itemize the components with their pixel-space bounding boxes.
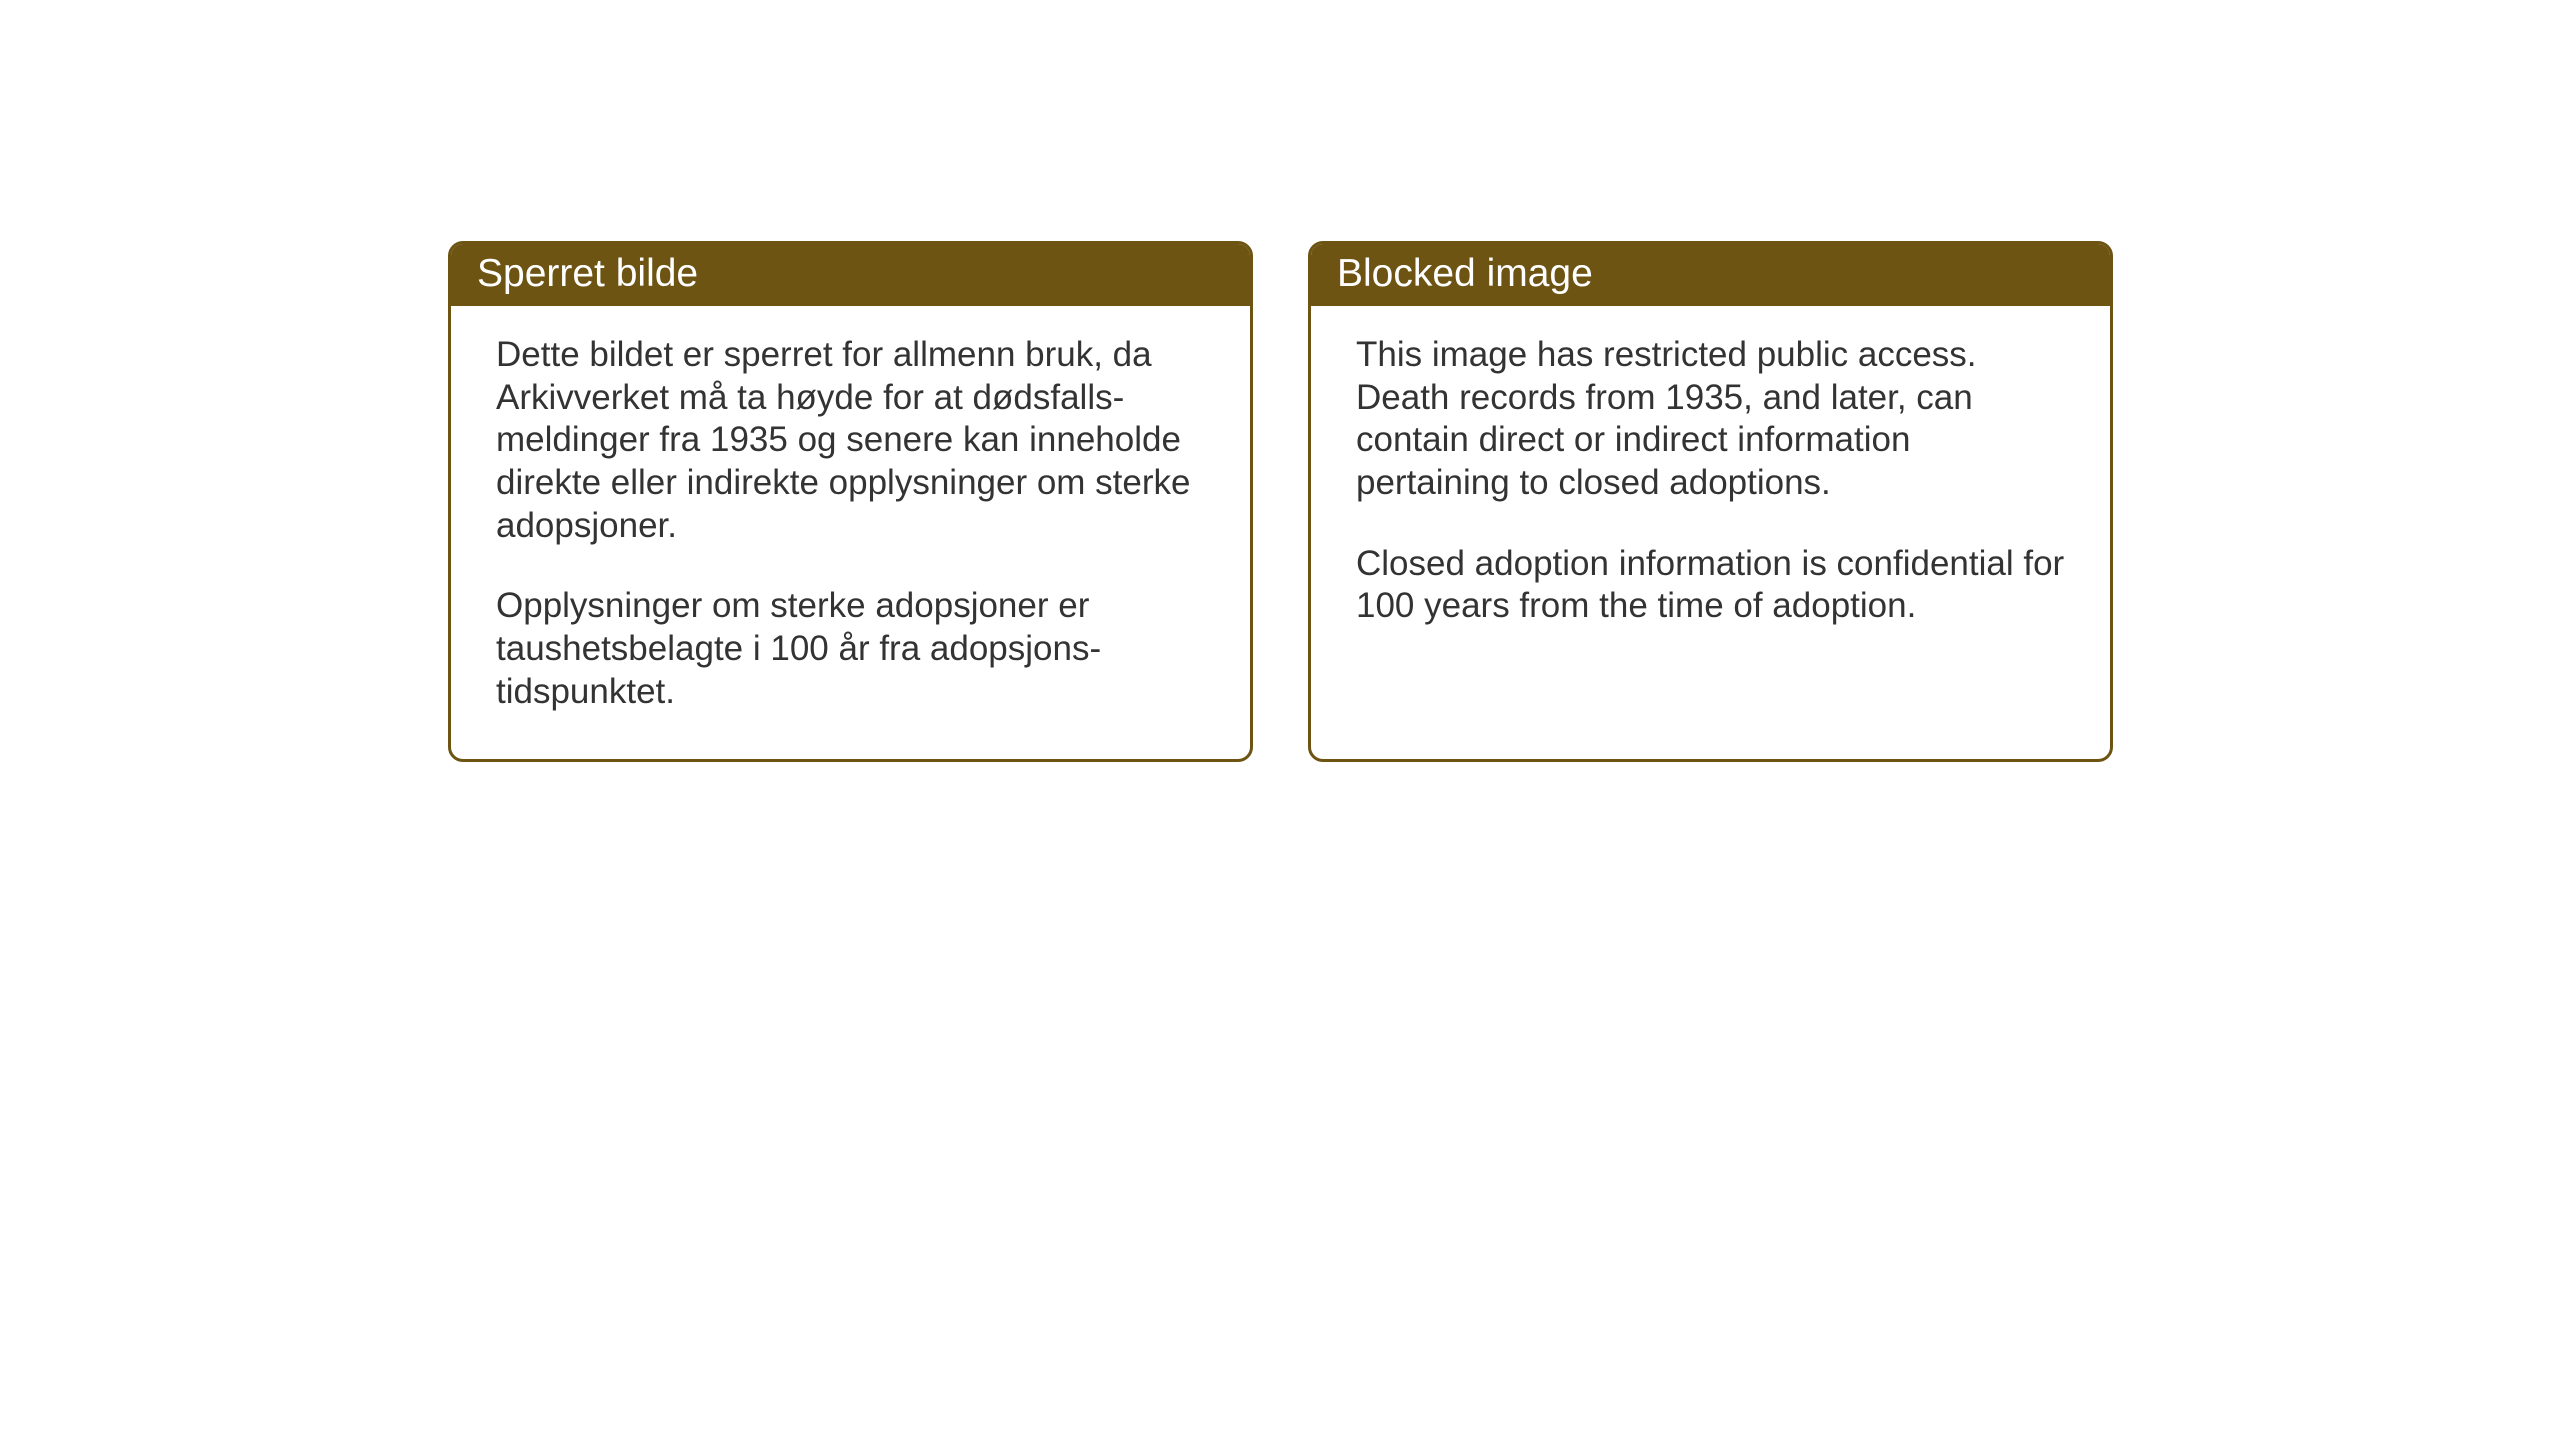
norwegian-notice-card: Sperret bilde Dette bildet er sperret fo… <box>448 241 1253 762</box>
english-paragraph-2: Closed adoption information is confident… <box>1356 543 2065 628</box>
norwegian-paragraph-2: Opplysninger om sterke adopsjoner er tau… <box>496 585 1205 713</box>
norwegian-notice-title: Sperret bilde <box>451 244 1250 306</box>
english-paragraph-1: This image has restricted public access.… <box>1356 334 2065 505</box>
norwegian-paragraph-1: Dette bildet er sperret for allmenn bruk… <box>496 334 1205 547</box>
english-notice-card: Blocked image This image has restricted … <box>1308 241 2113 762</box>
norwegian-notice-body: Dette bildet er sperret for allmenn bruk… <box>451 306 1250 759</box>
english-notice-body: This image has restricted public access.… <box>1311 306 2110 673</box>
english-notice-title: Blocked image <box>1311 244 2110 306</box>
notice-container: Sperret bilde Dette bildet er sperret fo… <box>448 241 2113 762</box>
